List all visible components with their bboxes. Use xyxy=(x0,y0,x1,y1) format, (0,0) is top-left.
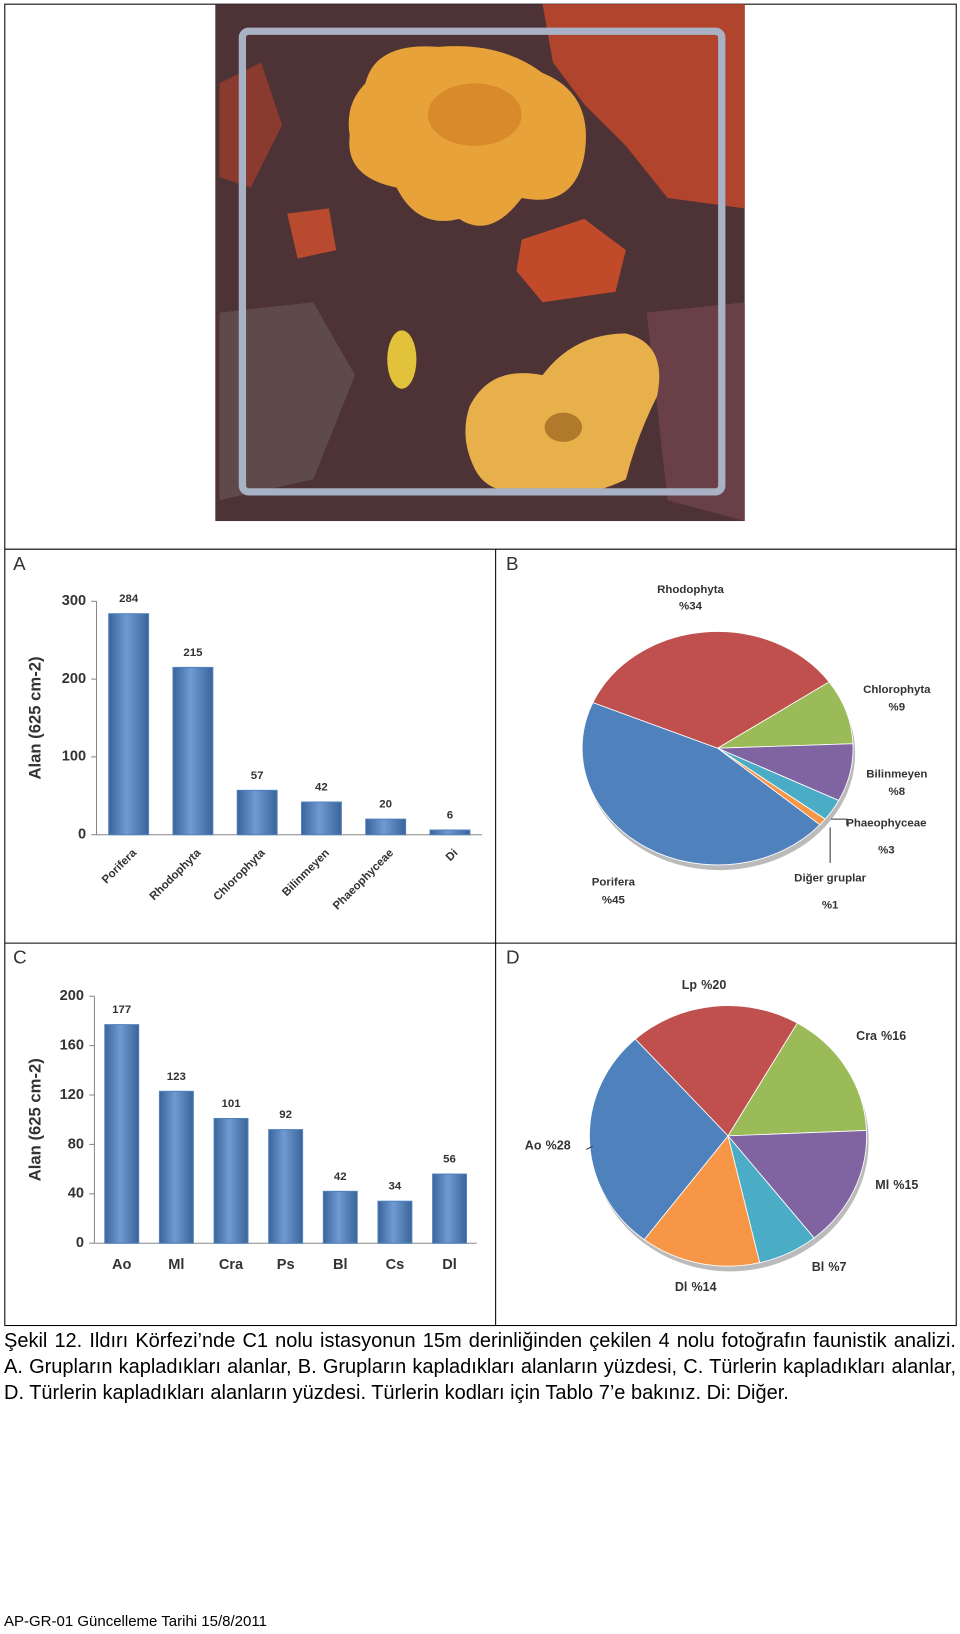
y-tick-label: 160 xyxy=(60,1037,84,1053)
slice-category: Ao xyxy=(525,1139,542,1153)
y-tick-label: 300 xyxy=(62,593,86,609)
slice-value: %16 xyxy=(881,1029,906,1043)
slice-label: Lp %20 xyxy=(682,978,727,992)
footer: AP-GR-01 Güncelleme Tarihi 15/8/2011 xyxy=(4,1613,267,1630)
slice-value-label: %8 xyxy=(889,786,906,798)
slice-value-label: %34 xyxy=(679,601,703,613)
pie-slice xyxy=(592,631,830,749)
x-tick-label: Ml xyxy=(168,1257,184,1273)
slice-label: Cra %16 xyxy=(856,1029,906,1043)
x-tick-label: Dl xyxy=(442,1257,457,1273)
slice-label: Dl %14 xyxy=(675,1280,717,1294)
leader-line xyxy=(586,1145,593,1150)
bar xyxy=(172,666,214,836)
pie-slice xyxy=(589,1038,729,1241)
y-axis-label: Alan (625 cm-2) xyxy=(25,656,44,779)
slice-value: %7 xyxy=(828,1261,846,1275)
bar xyxy=(104,1024,140,1244)
slice-label: Bilinmeyen xyxy=(866,768,927,780)
x-tick-label: Ps xyxy=(277,1257,295,1273)
x-tick-label: Chlorophyta xyxy=(212,847,269,904)
value-label: 42 xyxy=(315,781,328,793)
bar xyxy=(236,789,278,836)
bar xyxy=(322,1190,358,1244)
value-label: 101 xyxy=(221,1098,241,1110)
slice-label: Chlorophyta xyxy=(863,684,931,696)
x-tick-label: Rhodophyta xyxy=(148,847,204,903)
y-tick-label: 100 xyxy=(62,749,86,765)
slice-value: %15 xyxy=(893,1178,918,1192)
x-tick-label: Bilinmeyen xyxy=(280,847,332,899)
slice-value: %20 xyxy=(701,978,726,992)
slice-value: %14 xyxy=(692,1280,717,1294)
bar xyxy=(213,1117,249,1244)
value-label: 57 xyxy=(251,770,264,782)
y-tick-label: 0 xyxy=(78,827,86,843)
slice-label: Ao %28 xyxy=(525,1139,571,1153)
x-tick-label: Ao xyxy=(112,1257,132,1273)
y-tick-label: 80 xyxy=(68,1136,84,1152)
bar xyxy=(300,801,342,836)
bar xyxy=(429,829,471,836)
bar xyxy=(268,1129,304,1244)
bar xyxy=(158,1090,194,1244)
slice-category: Dl xyxy=(675,1280,688,1294)
photo xyxy=(215,4,745,522)
x-tick-label: Cs xyxy=(386,1257,405,1273)
slice-label: Phaeophyceae xyxy=(846,817,926,829)
panel-label: B xyxy=(506,553,519,574)
x-tick-label: Di xyxy=(444,847,461,864)
value-label: 42 xyxy=(334,1171,347,1183)
y-tick-label: 200 xyxy=(62,671,86,687)
value-label: 284 xyxy=(119,593,139,605)
value-label: 56 xyxy=(443,1154,456,1166)
slice-value-label: %3 xyxy=(878,844,895,856)
value-label: 215 xyxy=(183,647,203,659)
panel-label: C xyxy=(13,947,27,968)
y-axis-label: Alan (625 cm-2) xyxy=(25,1058,44,1181)
slice-label: Diğer gruplar xyxy=(794,873,866,885)
x-tick-label: Phaeophyceae xyxy=(331,847,396,912)
value-label: 123 xyxy=(167,1071,186,1083)
x-tick-label: Porifera xyxy=(100,847,140,887)
value-label: 6 xyxy=(447,809,453,821)
slice-value-label: %9 xyxy=(889,702,906,714)
y-tick-label: 120 xyxy=(60,1087,84,1103)
slice-value: %28 xyxy=(546,1139,571,1153)
slice-category: Bl xyxy=(812,1261,825,1275)
value-label: 92 xyxy=(279,1109,292,1121)
slice-label: Porifera xyxy=(592,877,636,889)
value-label: 177 xyxy=(112,1004,131,1016)
pie-slice xyxy=(643,1134,761,1267)
slice-label: Rhodophyta xyxy=(657,584,724,596)
y-tick-label: 40 xyxy=(68,1186,84,1202)
slice-label: Ml %15 xyxy=(875,1178,918,1192)
x-tick-label: Bl xyxy=(333,1257,348,1273)
caption: Şekil 12. Ildırı Körfezi’nde C1 nolu ist… xyxy=(4,1330,956,1404)
panel-label: A xyxy=(13,553,26,574)
leader-line xyxy=(829,818,848,863)
slice-category: Cra xyxy=(856,1029,878,1043)
y-tick-label: 200 xyxy=(60,988,84,1004)
value-label: 34 xyxy=(389,1181,402,1193)
x-tick-label: Cra xyxy=(219,1257,244,1273)
pie-slice xyxy=(727,1022,867,1137)
slice-category: Ml xyxy=(875,1178,889,1192)
panel-label: D xyxy=(506,947,520,968)
pie-slice xyxy=(634,1005,798,1137)
pie-slice xyxy=(727,1129,867,1239)
bar xyxy=(108,613,150,836)
bar xyxy=(377,1200,413,1244)
value-label: 20 xyxy=(379,799,392,811)
pie-slice xyxy=(581,702,821,866)
bar xyxy=(432,1173,468,1244)
slice-value-label: %45 xyxy=(602,894,626,906)
slice-value-label: %1 xyxy=(822,900,839,912)
slice-label: Bl %7 xyxy=(812,1261,847,1275)
bar xyxy=(365,818,407,836)
y-tick-label: 0 xyxy=(76,1235,84,1251)
slice-category: Lp xyxy=(682,978,698,992)
